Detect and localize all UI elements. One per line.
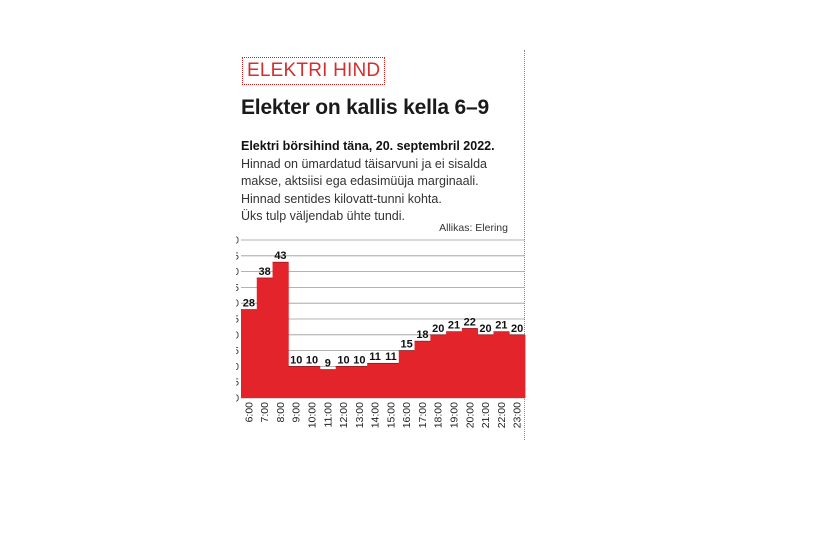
data-label: 9 [325, 358, 331, 370]
bar [414, 341, 431, 398]
bar [367, 363, 384, 398]
data-label: 11 [369, 351, 381, 363]
y-tick-label: 0 [236, 394, 239, 405]
bar [241, 309, 258, 398]
y-tick-label: 5 [236, 378, 239, 389]
x-tick-label: 11:00 [322, 402, 334, 428]
y-tick-label: 20 [236, 330, 239, 341]
x-tick-label: 13:00 [354, 402, 366, 428]
data-label: 10 [290, 354, 302, 366]
x-tick-label: 10:00 [307, 402, 319, 428]
x-tick-label: 9:00 [291, 402, 303, 423]
description-line: Üks tulp väljendab ühte tundi. [241, 209, 405, 223]
bar [351, 366, 368, 398]
data-label: 43 [274, 250, 286, 262]
y-tick-label: 50 [236, 236, 239, 247]
source-credit: Allikas: Elering [439, 222, 508, 234]
bar [256, 277, 273, 398]
x-tick-label: 23:00 [512, 402, 524, 428]
x-tick-label: 6:00 [243, 402, 255, 423]
bar [493, 331, 510, 398]
bar [509, 334, 526, 398]
infographic-panel: ELEKTRI HIND Elekter on kallis kella 6–9… [236, 50, 526, 440]
y-tick-label: 25 [236, 315, 239, 326]
x-tick-label: 12:00 [338, 402, 350, 428]
bar [304, 366, 321, 398]
column-divider [524, 50, 525, 440]
bar [461, 328, 479, 398]
y-tick-label: 15 [236, 346, 239, 357]
bar [319, 369, 337, 398]
y-tick-label: 35 [236, 283, 239, 294]
y-tick-label: 40 [236, 267, 239, 278]
x-tick-label: 21:00 [480, 402, 492, 428]
x-tick-label: 17:00 [417, 402, 429, 428]
description-line: Hinnad on ümardatud täisarvuni ja ei sis… [241, 156, 487, 171]
bar [446, 331, 463, 398]
x-tick-label: 19:00 [449, 402, 461, 428]
x-tick-label: 15:00 [385, 402, 397, 428]
bar [335, 366, 352, 398]
x-tick-label: 8:00 [275, 402, 287, 423]
data-label: 10 [306, 354, 318, 366]
data-label: 22 [464, 316, 476, 328]
data-label: 20 [511, 323, 523, 335]
x-tick-label: 14:00 [370, 402, 382, 428]
data-label: 38 [259, 266, 271, 278]
y-tick-label: 10 [236, 362, 239, 373]
data-label: 10 [337, 354, 349, 366]
bar [398, 350, 415, 398]
data-label: 21 [448, 320, 460, 332]
bar [430, 334, 447, 398]
bar [288, 366, 305, 398]
data-label: 21 [495, 320, 507, 332]
x-tick-label: 7:00 [259, 402, 271, 423]
x-tick-label: 22:00 [496, 402, 508, 428]
data-label: 20 [479, 323, 491, 335]
data-label: 18 [416, 329, 428, 341]
y-tick-label: 45 [236, 251, 239, 262]
description: Elektri börsihind täna, 20. septembril 2… [241, 138, 526, 226]
data-label: 10 [353, 354, 365, 366]
description-lead: Elektri börsihind täna, 20. septembril 2… [241, 139, 495, 153]
section-kicker: ELEKTRI HIND [242, 57, 386, 85]
bar [477, 334, 494, 398]
data-label: 20 [432, 323, 444, 335]
description-line: makse, aktsiisi ega edasimüüja marginaal… [241, 174, 479, 188]
data-label: 11 [385, 351, 397, 363]
bar [383, 363, 400, 398]
headline: Elekter on kallis kella 6–9 [241, 96, 489, 119]
x-tick-label: 20:00 [464, 402, 476, 428]
x-tick-label: 16:00 [401, 402, 413, 428]
x-tick-label: 18:00 [433, 402, 445, 428]
description-line: Hinnad sentides kilovatt-tunni kohta. [241, 191, 442, 206]
data-label: 15 [401, 339, 413, 351]
bar [272, 262, 289, 398]
data-label: 28 [243, 298, 255, 310]
y-tick-label: 30 [236, 299, 239, 310]
